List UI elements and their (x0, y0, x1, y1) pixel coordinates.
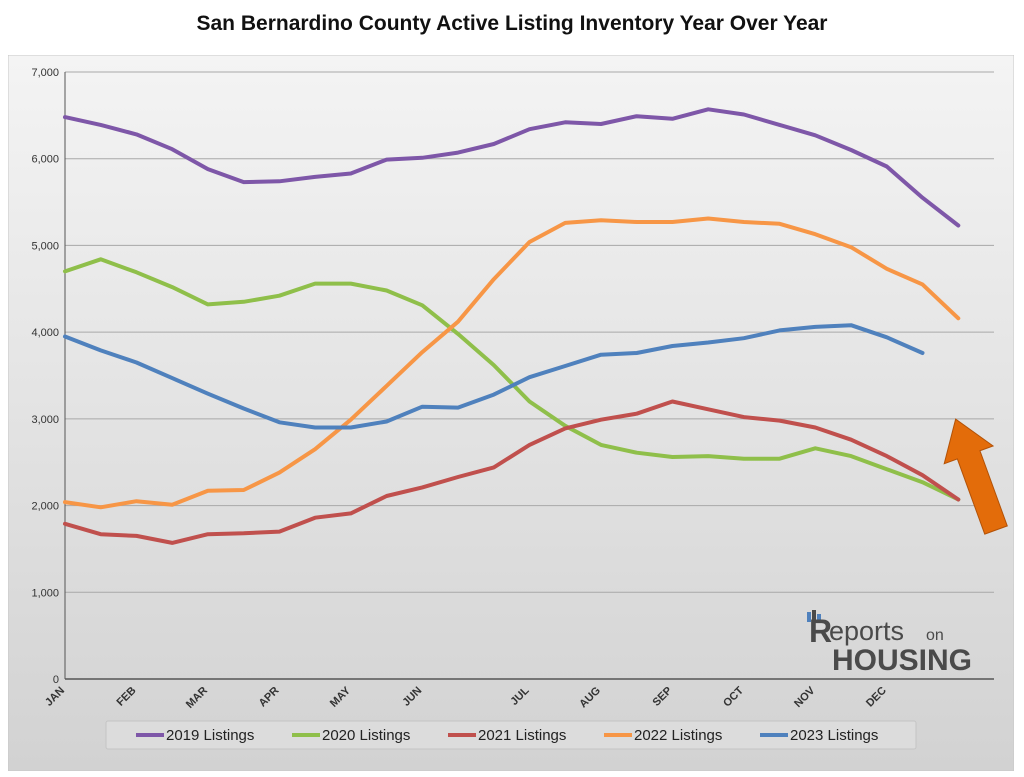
y-tick-label: 0 (53, 674, 59, 686)
series-line-2023-listings (63, 323, 925, 430)
legend-label-2023-listings: 2023 Listings (790, 727, 878, 744)
y-tick-label: 3,000 (31, 414, 59, 426)
chart-frame: 0 1,000 2,000 3,000 4,000 5,000 6,000 7,000 JAN F… (8, 55, 1014, 771)
legend-box (105, 720, 917, 750)
chart-legend: 2019 Listings 2020 Listings 2021 Listings 2… (105, 720, 917, 750)
orange-arrow-icon (943, 418, 1008, 535)
series-line-2020-listings (63, 257, 961, 502)
y-tick-label: 6,000 (31, 154, 59, 166)
series-layer (63, 107, 961, 545)
legend-label-2021-listings: 2021 Listings (478, 727, 566, 744)
y-tick-label: 4,000 (31, 327, 59, 339)
logo-text-bottom: HOUSING (832, 644, 972, 677)
grid-layer (65, 71, 994, 680)
logo-text-small: on (926, 627, 944, 644)
logo-text-main: eports (829, 616, 904, 646)
y-tick-label: 1,000 (31, 587, 59, 599)
legend-label-2022-listings: 2022 Listings (634, 727, 722, 744)
logo-magnifier-icon (807, 610, 821, 622)
legend-label-2020-listings: 2020 Listings (322, 727, 410, 744)
legend-label-2019-listings: 2019 Listings (166, 727, 254, 744)
series-line-2021-listings (63, 399, 961, 545)
logo-letter-r: R (809, 613, 832, 649)
chart-title: San Bernardino County Active Listing Inv… (196, 12, 828, 35)
series-line-2022-listings (63, 216, 961, 510)
reports-on-housing-logo: R eports on HOUSING (807, 610, 972, 677)
chart-background (8, 55, 1014, 771)
y-tick-label: 5,000 (31, 240, 59, 252)
y-tick-label: 7,000 (31, 67, 59, 79)
series-line-2019-listings (63, 107, 961, 228)
y-tick-label: 2,000 (31, 501, 59, 513)
